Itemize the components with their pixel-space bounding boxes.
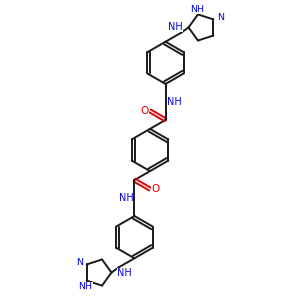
Text: N: N — [76, 258, 83, 267]
Text: NH: NH — [168, 22, 183, 32]
Text: NH: NH — [190, 4, 204, 14]
Text: NH: NH — [167, 97, 182, 107]
Text: NH: NH — [117, 268, 132, 278]
Text: NH: NH — [118, 193, 134, 203]
Text: O: O — [141, 106, 149, 116]
Text: N: N — [217, 13, 224, 22]
Text: NH: NH — [79, 282, 93, 291]
Text: O: O — [151, 184, 159, 194]
